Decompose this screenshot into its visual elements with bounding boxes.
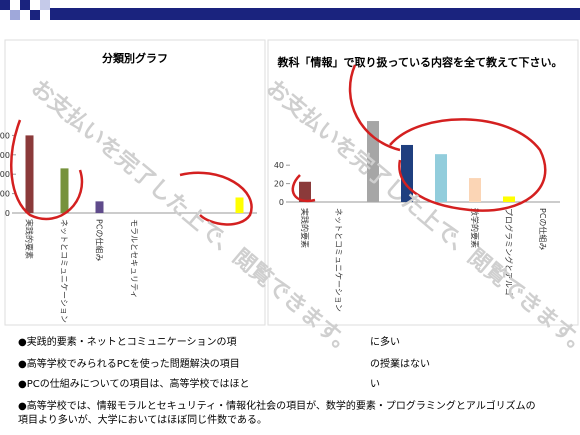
- bar: [60, 168, 69, 213]
- y-tick-label: 100: [0, 190, 10, 199]
- y-tick-label: 300: [0, 151, 10, 160]
- bar: [367, 121, 379, 202]
- bar: [503, 196, 515, 202]
- bullet-text: に多い: [370, 335, 400, 348]
- x-tick-label: 実践的要素: [25, 219, 35, 259]
- y-tick-label: 0: [5, 209, 10, 218]
- bar: [299, 181, 311, 202]
- bullet-text: ●実践的要素・ネットとコミュニケーションの項: [18, 335, 237, 348]
- x-tick-label: 実践的要素: [300, 208, 310, 248]
- x-tick-label: 数学的要素: [470, 208, 480, 248]
- chart-title: 分類別グラフ: [102, 51, 168, 65]
- bullet-text: 項目より多いが、大学においてはほぼ同じ件数である。: [18, 413, 267, 426]
- y-tick-label: 400: [0, 131, 10, 140]
- bullet-text: の授業はない: [370, 357, 430, 370]
- y-tick-label: 200: [0, 170, 10, 179]
- bullet-text: ●高等学校でみられるPCを使った問題解決の項目: [18, 357, 240, 370]
- y-tick-label: 0: [279, 198, 284, 207]
- chart-panel: [4, 39, 266, 326]
- bullets: ●実践的要素・ネットとコミュニケーションの項 に多い ●高等学校でみられるPCを使っ…: [18, 335, 536, 426]
- bar: [469, 178, 481, 202]
- x-tick-label: ネットとコミュニケーション: [60, 219, 69, 323]
- bar: [435, 154, 447, 202]
- bar: [95, 201, 104, 213]
- y-tick-label: 40: [274, 161, 284, 170]
- scribbles: [10, 64, 547, 226]
- bar: [25, 135, 34, 213]
- bullet-text: い: [370, 379, 380, 390]
- x-tick-label: PCの仕組み: [538, 208, 548, 250]
- x-tick-label: PCの仕組み: [95, 219, 105, 261]
- bar: [235, 197, 244, 213]
- x-tick-label: ネットとコミュニケーション: [334, 208, 343, 312]
- bullet-text: ●高等学校では、情報モラルとセキュリティ・情報化社会の項目が、数学的要素・プログ…: [18, 399, 536, 412]
- header-decoration: [0, 0, 580, 20]
- charts: 0100200300400実践的要素ネットとコミュニケーションPCの仕組みモラル…: [0, 121, 560, 323]
- chart-title: 教科「情報」で取り扱っている内容を全て教えて下さい。: [277, 55, 563, 69]
- chart-panel: [267, 39, 579, 326]
- y-tick-label: 20: [274, 180, 284, 189]
- x-tick-label: プログラミングとアルゴ: [504, 208, 514, 296]
- bullet-text: ●PCの仕組みについての項目は、高等学校ではほと: [18, 377, 249, 390]
- x-tick-label: モラルとセキュリティ: [130, 219, 139, 299]
